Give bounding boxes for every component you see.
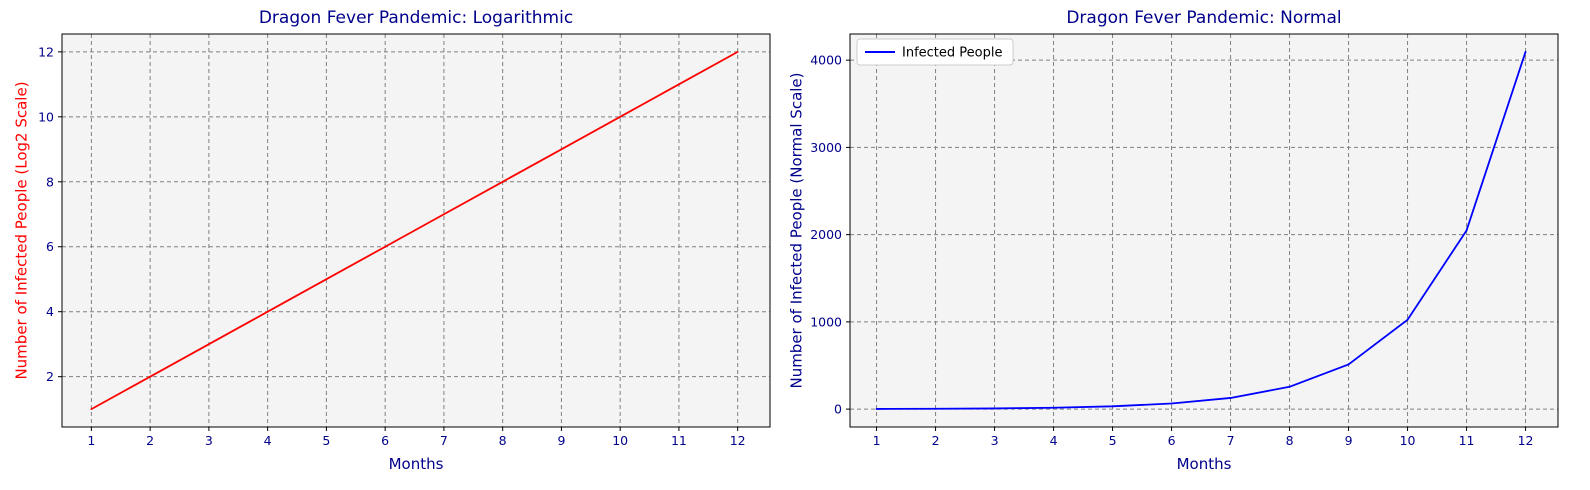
y-tick-label: 12: [38, 44, 54, 59]
data-point: [149, 375, 152, 378]
x-tick-label: 4: [264, 433, 272, 448]
y-axis-label: Number of Infected People (Log2 Scale): [13, 81, 31, 379]
data-point: [266, 310, 269, 313]
x-tick-label: 7: [440, 433, 448, 448]
x-tick-label: 12: [730, 433, 746, 448]
y-axis-ticks: 0 1000 2000 3000 4000: [810, 53, 850, 417]
data-point: [993, 407, 996, 410]
data-point: [325, 278, 328, 281]
x-tick-label: 4: [1050, 433, 1058, 448]
gridlines: [850, 34, 1558, 427]
series-line: [90, 51, 739, 410]
series-line: [876, 51, 1527, 410]
y-tick-label: 3000: [810, 140, 842, 155]
data-point: [443, 213, 445, 216]
legend-entry-infected-people: Infected People: [902, 46, 1002, 61]
x-tick-label: 6: [381, 433, 389, 448]
x-tick-label: 5: [1109, 433, 1117, 448]
y-tick-label: 6: [46, 239, 54, 254]
y-tick-label: 8: [46, 174, 54, 189]
data-point: [934, 407, 937, 410]
x-axis-label: Months: [389, 455, 444, 473]
x-tick-label: 10: [612, 433, 628, 448]
legend-box: [856, 38, 1014, 66]
chart-title: Dragon Fever Pandemic: Normal: [1066, 8, 1341, 28]
data-point: [1052, 406, 1055, 409]
x-tick-label: 9: [1345, 433, 1353, 448]
x-tick-label: 2: [146, 433, 154, 448]
x-tick-label: 2: [932, 433, 940, 448]
data-point: [1288, 385, 1291, 388]
y-tick-label: 4000: [810, 53, 842, 68]
x-tick-label: 6: [1168, 433, 1176, 448]
data-point: [678, 83, 680, 86]
y-tick-label: 2000: [810, 227, 842, 242]
data-point: [384, 245, 387, 248]
series-layer: [90, 50, 739, 411]
data-point: [1111, 405, 1114, 408]
data-point: [1347, 363, 1350, 366]
x-tick-label: 3: [205, 433, 213, 448]
data-point: [875, 408, 878, 410]
plot-frame: [849, 33, 1559, 428]
x-tick-label: 11: [1459, 433, 1475, 448]
x-tick-label: 5: [322, 433, 330, 448]
y-tick-label: 4: [46, 304, 54, 319]
y-axis-ticks: 2 4 6 8 10 12: [38, 44, 62, 384]
data-point: [736, 50, 739, 53]
x-tick-label: 9: [557, 433, 565, 448]
x-tick-label: 8: [499, 433, 507, 448]
data-point: [560, 148, 563, 151]
data-point: [207, 343, 210, 346]
x-tick-label: 10: [1400, 433, 1416, 448]
data-point: [1170, 402, 1173, 405]
y-tick-label: 2: [46, 369, 54, 384]
plot-frame: [61, 33, 771, 428]
x-tick-label: 12: [1518, 433, 1534, 448]
y-axis-label: Number of Infected People (Normal Scale): [788, 72, 806, 388]
x-tick-label: 1: [87, 433, 95, 448]
data-point: [1406, 318, 1409, 321]
data-point: [1229, 397, 1232, 399]
y-tick-label: 1000: [810, 314, 842, 329]
x-axis-ticks: 1 2 3 4 5 6 7 8 9 10 11 12: [873, 427, 1534, 448]
x-axis-label: Months: [1177, 455, 1232, 473]
y-tick-label: 0: [834, 402, 842, 417]
data-point: [1465, 229, 1468, 232]
x-axis-ticks: 1 2 3 4 5 6 7 8 9 10 11 12: [87, 427, 746, 448]
chart-title: Dragon Fever Pandemic: Logarithmic: [259, 8, 573, 28]
data-point: [501, 180, 504, 183]
legend: Infected People: [856, 38, 1014, 66]
data-point: [90, 408, 93, 411]
plot-area: [850, 34, 1558, 427]
x-tick-label: 1: [873, 433, 881, 448]
x-tick-label: 11: [671, 433, 687, 448]
gridlines: [62, 34, 770, 427]
y-tick-label: 10: [38, 109, 54, 124]
x-tick-label: 8: [1286, 433, 1294, 448]
data-point: [619, 115, 622, 118]
x-tick-label: 7: [1227, 433, 1235, 448]
data-point: [1524, 50, 1527, 53]
x-tick-label: 3: [991, 433, 999, 448]
series-layer: [875, 50, 1527, 410]
